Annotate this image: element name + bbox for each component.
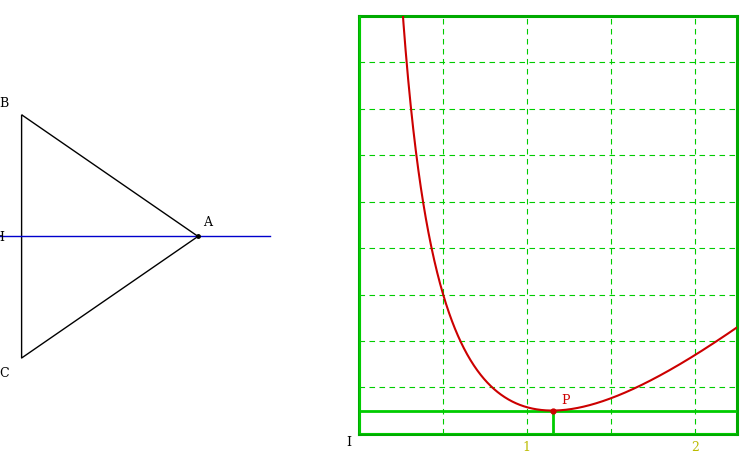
Text: C: C xyxy=(0,367,9,380)
Text: P: P xyxy=(561,393,570,407)
Text: I: I xyxy=(346,436,351,449)
Text: B: B xyxy=(0,97,9,110)
Text: A: A xyxy=(203,217,212,230)
Text: H: H xyxy=(0,231,4,244)
